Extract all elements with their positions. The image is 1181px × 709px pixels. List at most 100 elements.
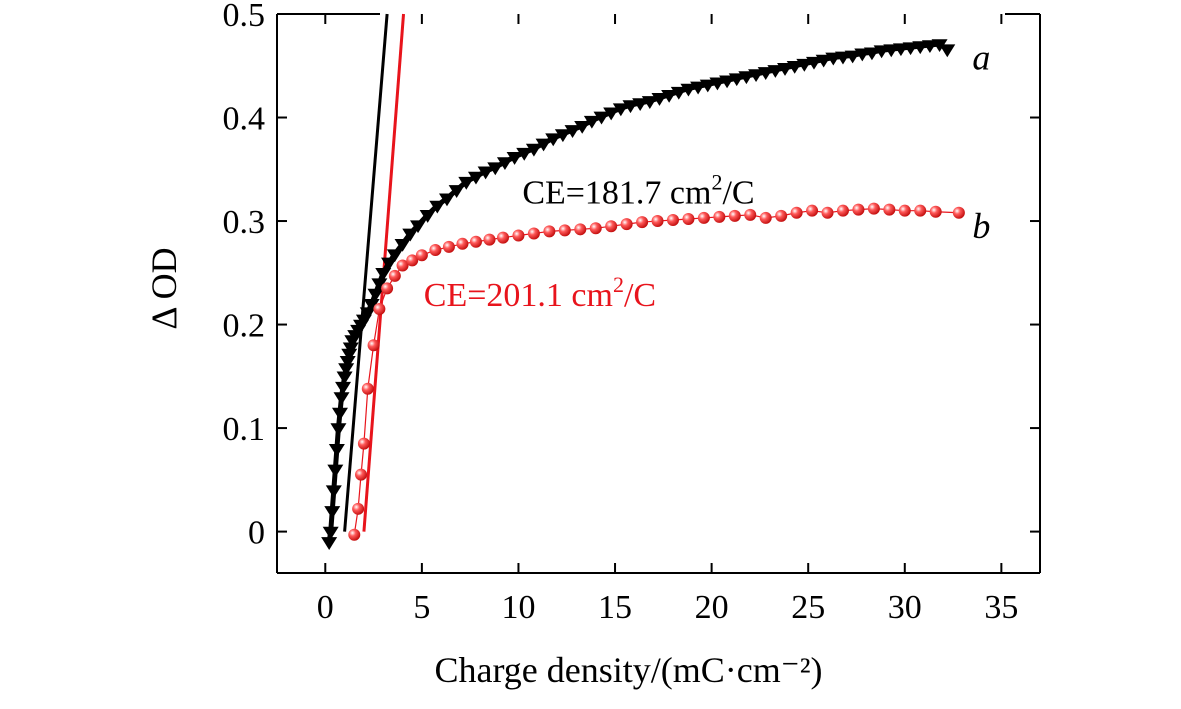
series-a-point <box>622 100 639 114</box>
fit-a-line <box>343 13 389 532</box>
series-b-point <box>574 223 587 236</box>
series-a-point <box>912 41 929 55</box>
series-b-point <box>388 269 401 282</box>
series-a-point <box>328 443 345 457</box>
series-a-point <box>892 43 909 57</box>
series-a-point <box>402 228 419 242</box>
series-a-point <box>506 152 523 165</box>
y-tick-label: 0.1 <box>223 411 266 448</box>
series-b-point <box>367 339 380 352</box>
ce-b-label: CE=201.1 cm2/C <box>424 272 656 314</box>
series-a-point <box>386 249 403 263</box>
series-b-point <box>361 382 374 395</box>
series-b-point <box>852 203 865 216</box>
x-tick-label: 15 <box>598 589 632 626</box>
series-b-point <box>775 209 788 222</box>
series-a-point <box>335 381 352 395</box>
series-a-point <box>371 278 388 292</box>
series-b-point <box>483 233 496 246</box>
series-a-point <box>738 71 755 85</box>
series-b-point <box>620 218 633 231</box>
ce-a-tail: /C <box>722 174 754 211</box>
series-a-point <box>325 485 342 499</box>
series-a-point <box>805 56 822 70</box>
series-b-point <box>697 211 710 224</box>
series-a-point <box>375 267 392 281</box>
x-tick-label: 10 <box>501 589 535 626</box>
series-a-point <box>327 464 344 478</box>
series-a-point <box>873 45 890 59</box>
series-a-point <box>777 63 794 76</box>
series-a-point <box>477 166 494 180</box>
series-b-point <box>497 231 510 244</box>
series-a-point <box>336 371 353 385</box>
series-a-point <box>690 81 707 95</box>
series-b-point <box>357 437 370 450</box>
series-a-point <box>863 47 880 61</box>
series-a-point <box>381 257 398 271</box>
series-a-point <box>324 506 341 519</box>
series-b-point <box>512 229 525 242</box>
x-tick-label: 25 <box>791 589 825 626</box>
series-a-point <box>545 133 562 147</box>
series-b-point <box>883 203 896 216</box>
series-b-point <box>456 237 469 250</box>
series-b-point <box>666 214 679 227</box>
series-b-point <box>355 468 368 481</box>
series-a-point <box>574 121 591 134</box>
x-tick-label: 30 <box>888 589 922 626</box>
series-a-point <box>854 48 871 62</box>
series-a-point <box>467 171 484 185</box>
series-a-point <box>338 363 355 377</box>
series-b-point <box>352 502 365 515</box>
series-a-point <box>921 40 938 54</box>
series-a-point <box>786 60 803 74</box>
series-a-point <box>339 355 356 369</box>
series-b-point <box>469 235 482 248</box>
series-a-point <box>330 423 347 437</box>
series-a-point <box>680 83 697 97</box>
series-a-point <box>438 193 455 207</box>
series-b-point <box>373 303 386 316</box>
y-axis-title: Δ OD <box>144 247 184 329</box>
series-a-point <box>342 342 359 356</box>
series-b-line <box>353 208 959 535</box>
series-a-point <box>939 44 956 58</box>
series-a-point <box>410 220 427 234</box>
curve-label-a: a <box>972 37 990 77</box>
y-tick-label: 0.4 <box>223 101 266 138</box>
series-b-point <box>348 528 361 541</box>
series-a-point <box>815 54 832 68</box>
series-a-point <box>564 125 581 138</box>
series-b-point <box>898 204 911 217</box>
series-a-point <box>487 162 504 176</box>
series-b-point <box>543 225 556 238</box>
series-a-point <box>367 288 384 302</box>
x-tick-label: 5 <box>413 589 430 626</box>
series-b-point <box>728 209 741 222</box>
series-a-point <box>661 89 678 103</box>
ce-b-sup: 2 <box>613 272 624 297</box>
series-b-point <box>682 212 695 225</box>
series-b-point <box>442 240 455 253</box>
series-a-point <box>709 77 726 91</box>
x-tick-label: 20 <box>695 589 729 626</box>
annotations: CE=181.7 cm2/CCE=201.1 cm2/Cab <box>424 37 991 313</box>
series-a-point <box>525 143 542 157</box>
series-a-point <box>419 210 436 223</box>
series-b-point <box>713 210 726 223</box>
series-a-point <box>632 98 649 112</box>
y-tick-label: 0 <box>248 515 265 552</box>
series-b-point <box>759 211 772 224</box>
series-b-point <box>651 215 664 228</box>
series-a-point <box>458 176 475 190</box>
x-axis-title: Charge density/(mC·cm⁻²) <box>434 650 822 690</box>
series-a-point <box>322 526 339 540</box>
series-b-point <box>527 227 540 240</box>
series-a-point <box>767 65 784 78</box>
series-a-point <box>825 52 842 66</box>
series-b-point <box>589 222 602 235</box>
series-a-point <box>603 107 620 121</box>
series-b-point <box>396 259 409 272</box>
series-a-point <box>931 39 948 53</box>
